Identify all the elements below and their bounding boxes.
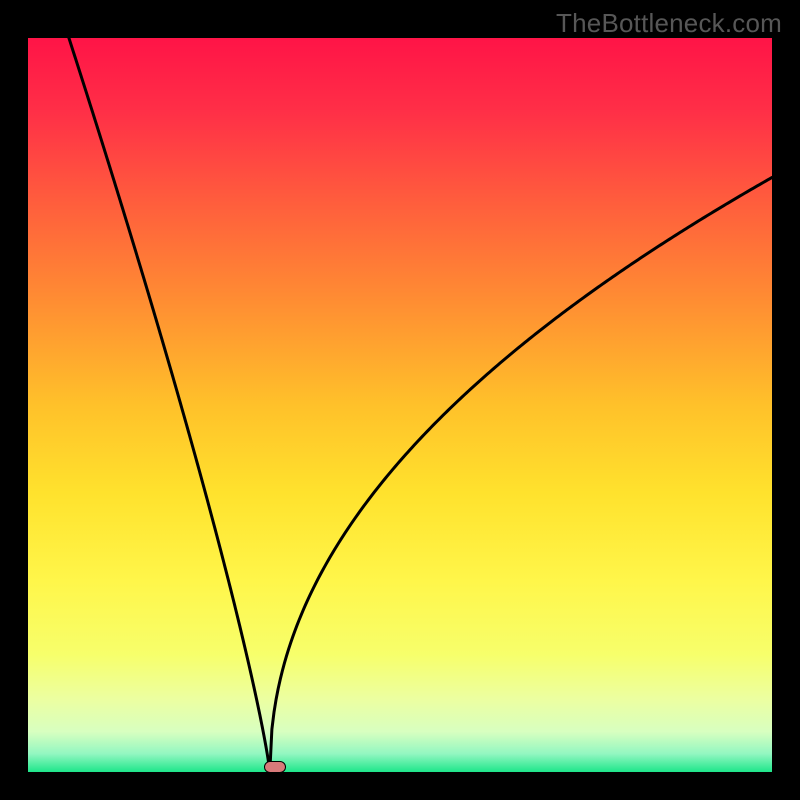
bottleneck-curve <box>28 38 772 772</box>
watermark-text: TheBottleneck.com <box>556 8 782 39</box>
optimum-marker <box>264 761 286 773</box>
plot-area <box>28 38 772 772</box>
chart-frame: TheBottleneck.com <box>0 0 800 800</box>
curve-path <box>69 38 772 772</box>
